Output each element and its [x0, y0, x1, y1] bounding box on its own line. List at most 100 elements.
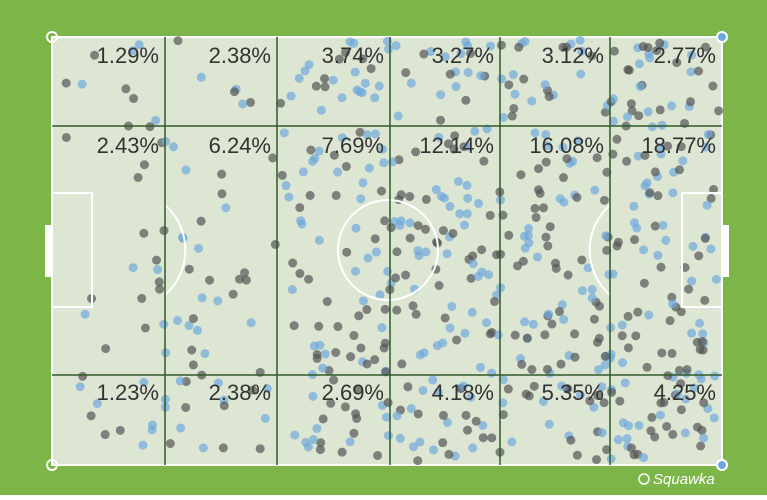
event-dot	[458, 381, 468, 391]
event-dot	[240, 268, 250, 278]
event-dot	[434, 132, 444, 142]
event-dot	[513, 261, 523, 271]
event-dot	[681, 394, 691, 404]
event-dot	[342, 247, 352, 257]
event-dot	[577, 286, 587, 296]
event-dot	[700, 233, 710, 243]
zone-percentage: 1.29%	[97, 43, 159, 68]
event-dot	[408, 301, 418, 311]
event-dot	[311, 81, 321, 91]
event-dot	[371, 247, 381, 257]
event-dot	[642, 178, 652, 188]
event-dot	[650, 221, 660, 231]
event-dot	[413, 221, 423, 231]
event-dot	[138, 440, 148, 450]
event-dot	[340, 402, 350, 412]
event-dot	[456, 49, 466, 59]
event-dot	[503, 384, 513, 394]
event-dot	[626, 443, 636, 453]
event-dot	[460, 328, 470, 338]
event-dot	[476, 71, 486, 81]
event-dot	[613, 435, 623, 445]
event-dot	[639, 278, 649, 288]
event-dot	[657, 348, 667, 358]
event-dot	[643, 107, 653, 117]
event-dot	[541, 157, 551, 167]
event-dot	[428, 375, 438, 385]
event-dot	[668, 299, 678, 309]
event-dot	[121, 84, 131, 94]
event-dot	[379, 343, 389, 353]
event-dot	[326, 398, 336, 408]
event-dot	[633, 307, 643, 317]
event-dot	[176, 423, 186, 433]
event-dot	[468, 443, 478, 453]
event-dot	[255, 444, 265, 454]
event-dot	[115, 425, 125, 435]
event-dot	[408, 442, 418, 452]
event-dot	[134, 40, 144, 50]
event-dot	[524, 391, 534, 401]
event-dot	[440, 313, 450, 323]
event-dot	[413, 246, 423, 256]
event-dot	[635, 81, 645, 91]
event-dot	[545, 222, 555, 232]
event-dot	[308, 391, 318, 401]
event-dot	[322, 297, 332, 307]
event-dot	[544, 92, 554, 102]
event-dot	[492, 250, 502, 260]
event-dot	[391, 273, 401, 283]
event-dot	[676, 142, 686, 152]
event-dot	[463, 68, 473, 78]
event-dot	[442, 249, 452, 259]
zone-percentage: 2.38%	[209, 380, 271, 405]
event-dot	[380, 216, 390, 226]
event-dot	[606, 454, 616, 464]
watermark-icon	[638, 473, 650, 485]
event-dot	[392, 411, 402, 421]
event-dot	[702, 200, 712, 210]
event-dot	[198, 443, 208, 453]
event-dot	[356, 194, 366, 204]
event-dot	[481, 318, 491, 328]
event-dot	[714, 106, 724, 116]
event-dot	[653, 250, 663, 260]
event-dot	[643, 42, 653, 52]
event-dot	[309, 341, 319, 351]
zone-percentage: 16.08%	[529, 133, 604, 158]
event-dot	[329, 375, 339, 385]
event-dot	[589, 314, 599, 324]
event-dot	[466, 48, 476, 58]
zone-percentage: 18.77%	[641, 133, 716, 158]
event-dot	[268, 153, 278, 163]
event-dot	[374, 81, 384, 91]
event-dot	[687, 276, 697, 286]
event-dot	[331, 190, 341, 200]
event-dot	[667, 348, 677, 358]
event-dot	[473, 271, 483, 281]
event-dot	[395, 220, 405, 230]
event-dot	[527, 365, 537, 375]
event-dot	[587, 293, 597, 303]
event-dot	[78, 371, 88, 381]
event-dot	[451, 82, 461, 92]
event-dot	[487, 368, 497, 378]
event-dot	[509, 103, 519, 113]
event-dot	[346, 352, 356, 362]
event-dot	[570, 352, 580, 362]
event-dot	[688, 241, 698, 251]
event-dot	[573, 136, 583, 146]
event-dot	[566, 435, 576, 445]
event-dot	[289, 321, 299, 331]
event-dot	[405, 233, 415, 243]
event-dot	[196, 72, 206, 82]
event-dot	[531, 212, 541, 222]
event-dot	[92, 398, 102, 408]
event-dot	[593, 365, 603, 375]
event-dot	[572, 450, 582, 460]
event-dot	[577, 46, 587, 56]
event-dot	[234, 274, 244, 284]
event-dot	[668, 429, 678, 439]
event-dot	[599, 195, 609, 205]
